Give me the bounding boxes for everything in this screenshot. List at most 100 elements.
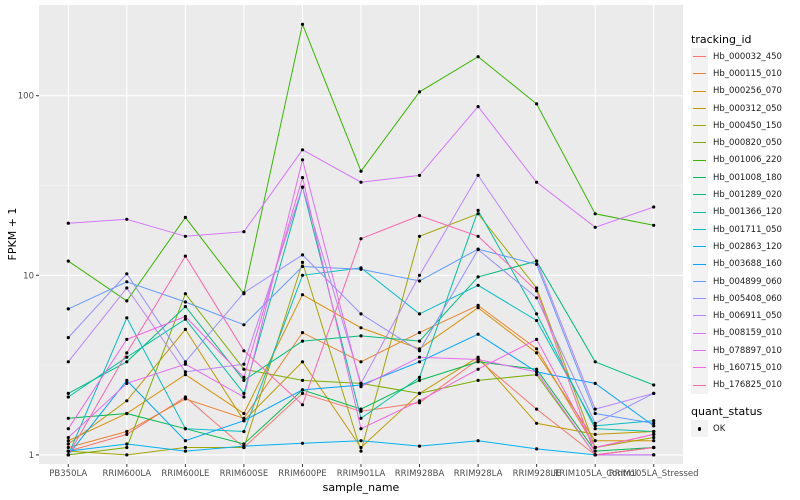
data-point [476, 208, 480, 212]
legend-label: Hb_001366_120 [713, 207, 782, 218]
data-point [476, 378, 480, 382]
data-point [359, 409, 363, 413]
legend-item: Hb_000820_050 [691, 134, 799, 152]
data-point [125, 432, 129, 436]
legend-key [691, 99, 708, 118]
data-point [359, 445, 363, 450]
data-point [417, 331, 422, 335]
data-point [535, 318, 539, 323]
data-point [535, 347, 539, 351]
data-point [359, 169, 363, 173]
data-point [359, 180, 363, 184]
data-point [476, 303, 480, 307]
legend-item: Hb_001008_180 [691, 169, 799, 187]
legend-item: Hb_002863_120 [691, 238, 799, 256]
data-point [300, 158, 305, 162]
data-point [242, 375, 246, 379]
data-point [476, 212, 480, 216]
x-tick-label: RRIM600LE [161, 469, 209, 479]
data-point [125, 381, 129, 385]
data-point [183, 292, 187, 296]
data-point [417, 444, 422, 448]
legend-item: Hb_001006_220 [691, 151, 799, 170]
data-point [125, 429, 129, 434]
data-point [66, 336, 70, 340]
data-point [242, 323, 246, 327]
x-tick-label: RRIM600SE [220, 469, 269, 479]
data-point [652, 432, 656, 436]
legend-key-line [693, 142, 706, 144]
data-point [66, 307, 70, 311]
data-point [300, 264, 305, 269]
data-point [652, 453, 656, 457]
data-point [183, 254, 187, 258]
data-point [359, 407, 363, 411]
legend-label: Hb_001711_050 [713, 224, 782, 235]
data-point [593, 411, 597, 416]
data-point [535, 102, 539, 106]
data-point [66, 449, 70, 453]
x-tick-label: PB350LA [49, 469, 87, 479]
data-point [300, 22, 305, 26]
data-point [300, 403, 305, 407]
data-point [66, 259, 70, 263]
data-point [535, 286, 539, 290]
data-point [242, 230, 246, 234]
y-axis-label: FPKM + 1 [6, 208, 19, 261]
data-point [183, 439, 187, 443]
legend-item: Hb_000312_050 [691, 99, 799, 118]
data-point [359, 334, 363, 338]
data-point [535, 259, 539, 263]
data-point [183, 373, 187, 377]
data-point [535, 296, 539, 300]
data-point [183, 317, 187, 321]
legend-key-line [693, 125, 706, 127]
legend-key-line [693, 367, 706, 369]
legend-quant-status: quant_status OK [691, 404, 799, 438]
data-point [183, 305, 187, 309]
data-point [593, 427, 597, 431]
data-point [183, 427, 187, 431]
data-point [125, 445, 129, 450]
x-tick-label: RRIM928BA [395, 469, 445, 479]
data-point [535, 312, 539, 316]
x-tick-label: RRIM928LA [454, 469, 503, 479]
data-point [359, 427, 363, 431]
data-point [652, 421, 656, 425]
data-point [183, 360, 187, 364]
legend-key [691, 324, 708, 343]
legend-label: Hb_006911_050 [713, 311, 782, 322]
data-point [300, 331, 305, 335]
legend-item: Hb_000256_070 [691, 82, 799, 100]
legend-label: Hb_000115_010 [713, 68, 782, 79]
data-point [652, 445, 656, 450]
data-point [593, 212, 597, 216]
data-point [66, 427, 70, 431]
legend-key-line [693, 194, 706, 196]
data-point [300, 360, 305, 364]
data-point [125, 299, 129, 303]
data-point [125, 351, 129, 355]
data-point [125, 411, 129, 416]
data-point [476, 332, 480, 336]
legend-label: Hb_160715_010 [713, 362, 782, 373]
data-point [66, 435, 70, 440]
legend-item: Hb_078897_010 [691, 342, 799, 360]
data-point [125, 453, 129, 457]
data-point [417, 90, 422, 94]
data-point [242, 378, 246, 382]
point-marker [697, 427, 701, 431]
legend-tracking-id: tracking_id Hb_000032_450 Hb_000115_010 Hb… [691, 32, 799, 394]
data-point [535, 421, 539, 425]
data-point [359, 360, 363, 364]
legend-label: Hb_003688_160 [713, 259, 782, 270]
legend-label: Hb_005408_060 [713, 293, 782, 304]
legend-title: tracking_id [691, 33, 752, 46]
data-point [476, 357, 480, 362]
data-point [183, 234, 187, 238]
data-point [300, 273, 305, 277]
data-point [300, 339, 305, 343]
legend-item: Hb_000032_450 [691, 48, 799, 66]
data-point [535, 373, 539, 377]
